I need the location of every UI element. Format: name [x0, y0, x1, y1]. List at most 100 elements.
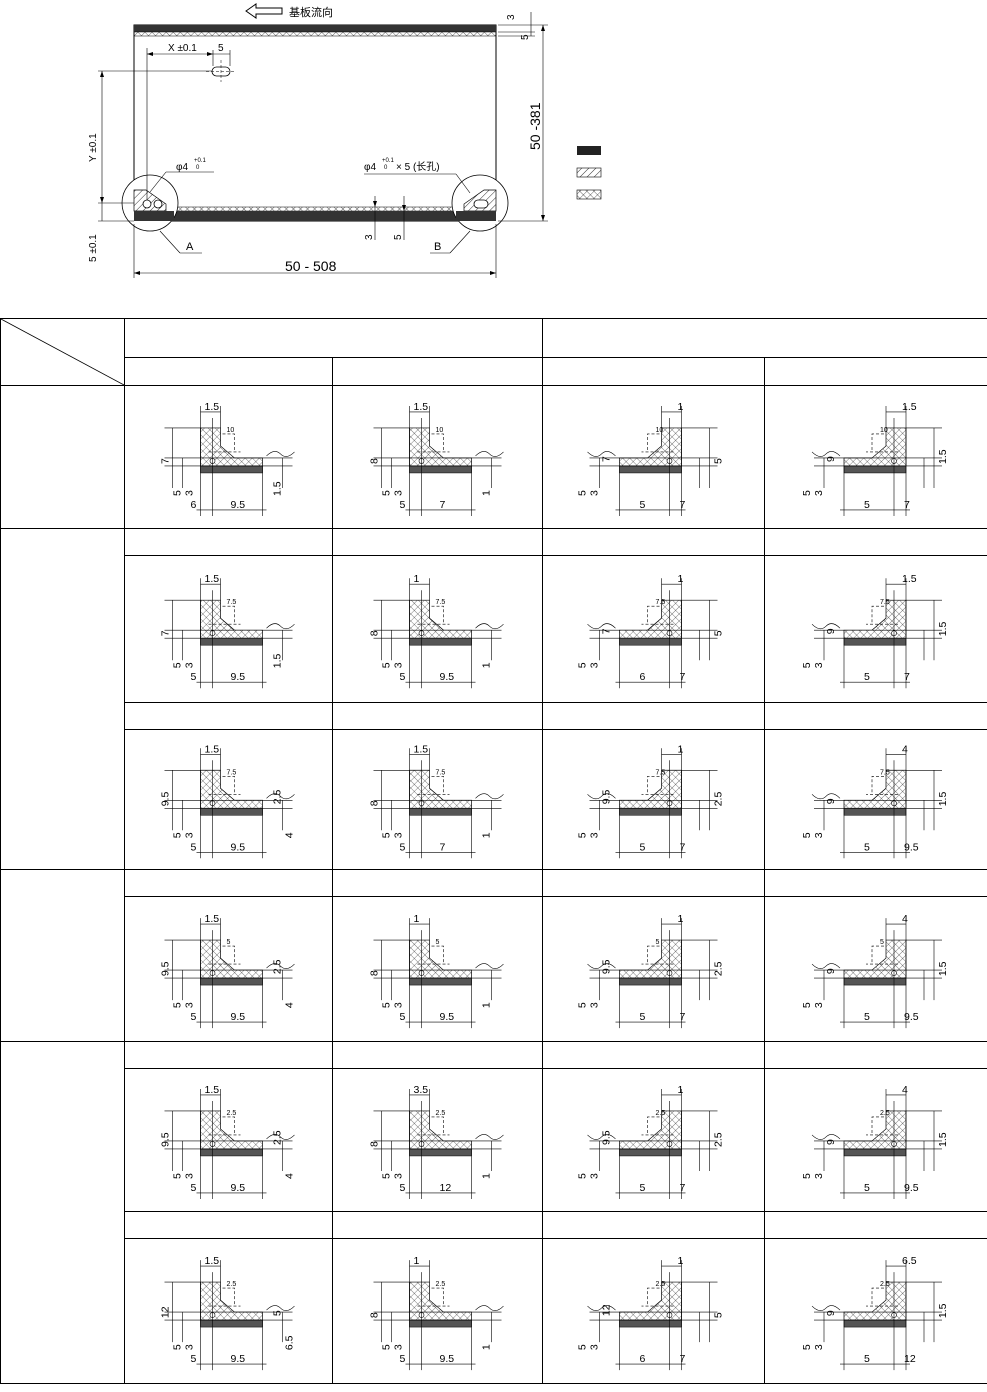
dimension-label: 8 — [369, 1312, 381, 1318]
dimension-label: 5 — [577, 832, 589, 838]
dimension-label: 3 — [813, 1344, 825, 1350]
dimension-label: 3 — [589, 832, 601, 838]
dimension-label: 1 — [481, 489, 493, 495]
profile-cell: 1.5 2.5 9.5 5 3 2.5 4 5 9.5 — [124, 1068, 333, 1212]
table-label-row — [1, 702, 987, 730]
dimension-label: 1.5 — [937, 961, 949, 976]
detail-a-label: A — [186, 241, 194, 253]
label-cell — [332, 869, 543, 897]
label-cell — [542, 528, 765, 556]
dimension-label: 5 — [400, 841, 406, 853]
dim-bot-5-label: 5 — [393, 234, 404, 240]
dimension-label: 9 — [825, 455, 837, 461]
dimension-label: 1.5 — [205, 743, 220, 755]
profile-svg: 1.57.585 3 15 7 — [369, 743, 504, 858]
dim-bot-3-label: 3 — [364, 234, 375, 240]
inner-dimension-label: 2.5 — [436, 1109, 446, 1116]
profile-drawing — [587, 1088, 718, 1199]
profile-cell: 1.5 5 9.5 5 3 2.5 4 5 9.5 — [124, 896, 333, 1042]
label-cell — [542, 1211, 765, 1239]
dimension-label: 1.5 — [272, 481, 284, 496]
label-cell — [124, 702, 333, 730]
dimension-label: 7 — [904, 498, 910, 510]
dimension-label: 7 — [680, 671, 686, 683]
dim-top-5-label: 5 — [520, 34, 531, 40]
dimension-label: 5 — [400, 1011, 406, 1023]
profile-cell: 1.5 7.5 9.5 5 3 2.5 4 5 9.5 — [124, 729, 333, 870]
profile-labels: 1.52.59.55 32.545 9.5 — [160, 1083, 296, 1193]
dimension-label: 1 — [678, 573, 684, 585]
dimension-label: 5 — [400, 1181, 406, 1193]
dimension-label: 5 — [801, 1002, 813, 1008]
profile-drawing — [373, 405, 504, 516]
label-cell — [764, 702, 987, 730]
profile-cell: 4 2.5 1.5 9 3 5 9.5 5 — [764, 1068, 987, 1212]
dimension-label: 7 — [680, 1353, 686, 1365]
dimension-label: 9.5 — [231, 1011, 246, 1023]
row-header-cell — [0, 385, 125, 529]
dimension-label: 6 — [191, 498, 197, 510]
dimension-label: 5 — [640, 1181, 646, 1193]
dimension-label: 3 — [393, 1344, 405, 1350]
dimension-label: 5 — [864, 1181, 870, 1193]
dimension-label: 7 — [680, 498, 686, 510]
dimension-label: 3 — [184, 662, 196, 668]
dimension-label: 8 — [369, 457, 381, 463]
detail-a-circle — [121, 174, 179, 232]
inner-dimension-label: 7.5 — [227, 769, 237, 776]
inner-dimension-label: 10 — [436, 426, 444, 433]
spec-table: 1.5 10 7 5 3 1.5 6 9.5 1.5 10 8 5 3 1 5 7 1 10 5 7 3 5 7 5 1.5 10… — [0, 318, 987, 1384]
dimension-label: 3 — [813, 1002, 825, 1008]
profile-labels: 1.57.575 3 1.55 9.5 — [160, 573, 284, 683]
profile-cell: 1.5 2.5 12 5 3 5 6.5 5 9.5 — [124, 1238, 333, 1384]
profile-labels: 1.57.59.55 32.545 9.5 — [160, 743, 296, 853]
profile-svg: 3.52.585 3 15 12 — [369, 1083, 504, 1199]
dimension-label: 9.5 — [231, 1181, 246, 1193]
dimension-label: 5 — [801, 832, 813, 838]
dimension-label: 4 — [902, 743, 908, 755]
profile-cell: 1 7.5 5 7 3 5 7 6 — [542, 555, 765, 703]
dimension-label: 1 — [481, 832, 493, 838]
profile-drawing — [164, 405, 295, 516]
inner-dimension-label: 10 — [227, 426, 235, 433]
label-cell — [332, 1041, 543, 1069]
dimension-label: 6.5 — [902, 1255, 917, 1267]
detail-b-circle — [451, 174, 509, 232]
dimension-label: 3 — [589, 489, 601, 495]
inner-dimension-label: 2.5 — [227, 1109, 237, 1116]
dimension-label: 5 — [381, 832, 393, 838]
label-cell — [764, 1041, 987, 1069]
dimension-label: 3 — [393, 662, 405, 668]
profile-cell: 1 5 8 5 3 1 5 9.5 — [332, 896, 543, 1042]
dimension-label: 9.5 — [601, 1130, 613, 1145]
dimension-label: 7 — [601, 455, 613, 461]
board-outline-diagram: 基板流向 — [88, 3, 602, 278]
table-row: 1.5 2.5 9.5 5 3 2.5 4 5 9.5 3.5 2.5 8 5 3 1 5 12 1 2.5 2.5 9… — [1, 1068, 987, 1212]
row-header-cell — [0, 1041, 125, 1384]
dimension-label: 9.5 — [904, 1011, 919, 1023]
profile-drawing — [164, 917, 295, 1028]
dimension-label: 5 — [864, 671, 870, 683]
profile-cell: 1 2.5 2.5 9.5 3 5 7 5 — [542, 1068, 765, 1212]
dimension-label: 9.5 — [231, 1353, 246, 1365]
dimension-label: 3 — [393, 489, 405, 495]
inner-dimension-label: 2.5 — [656, 1109, 666, 1116]
dimension-label: 1 — [481, 1344, 493, 1350]
dimension-label: 1 — [678, 743, 684, 755]
dimension-label: 3 — [184, 489, 196, 495]
dimension-label: 5 — [713, 1312, 725, 1318]
dimension-label: 7 — [160, 630, 172, 636]
label-cell — [764, 1211, 987, 1239]
hole-a-tol-up: +0.1 — [194, 158, 207, 164]
hole-a-label: φ4 — [176, 162, 188, 173]
